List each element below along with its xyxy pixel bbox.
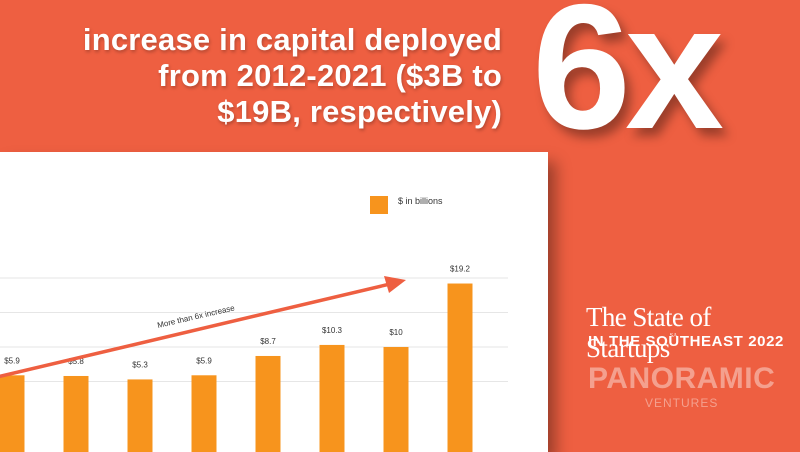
bar <box>255 355 281 452</box>
legend-label: $ in billions <box>398 196 443 206</box>
brand-title-mark: SA <box>669 333 678 339</box>
bar-value-label: $5.9 <box>196 356 212 365</box>
brand-title: The State of StartupsSA <box>586 302 800 364</box>
bar-value-label: $8.7 <box>260 337 276 346</box>
ventures-logo-text: VENTURES <box>645 396 719 410</box>
bar-value-label: $19.2 <box>450 265 471 274</box>
bar <box>127 379 153 452</box>
headline-line-2: from 2012-2021 ($3B to <box>158 58 502 93</box>
trend-arrow-line <box>0 282 391 379</box>
bar <box>447 283 473 452</box>
bar-value-label: $5.3 <box>132 360 148 369</box>
bar-value-label: $5.9 <box>4 356 20 365</box>
trend-arrowhead <box>384 276 406 293</box>
brand-title-text: The State of Startups <box>586 302 711 363</box>
headline-line-3: $19B, respectively) <box>217 94 502 129</box>
chart-card: $5.9 $5.8 $5.3 $5.9 $8.7 $10.3 $10 $19.2 $ in bi… <box>0 152 548 452</box>
headline: increase in capital deployed from 2012-2… <box>32 22 502 130</box>
bar-value-label: $10.3 <box>322 326 343 335</box>
bar-value-label: $5.8 <box>68 357 84 366</box>
brand-subtitle: IN THE SOUTHEAST 2022 <box>588 333 784 350</box>
bar-chart: $5.9 $5.8 $5.3 $5.9 $8.7 $10.3 $10 $19.2 $ in bi… <box>0 196 508 452</box>
legend-swatch <box>370 196 388 214</box>
bar <box>0 375 25 452</box>
bar <box>191 375 217 452</box>
panoramic-logo: PANORAMIC <box>588 362 776 395</box>
bar <box>383 347 409 452</box>
bar <box>319 344 345 452</box>
trend-annotation: More than 6x increase <box>156 303 236 330</box>
big-multiplier: 6x <box>532 0 724 166</box>
headline-line-1: increase in capital deployed <box>82 22 502 57</box>
bar-value-label: $10 <box>389 328 403 337</box>
bar <box>63 375 89 452</box>
